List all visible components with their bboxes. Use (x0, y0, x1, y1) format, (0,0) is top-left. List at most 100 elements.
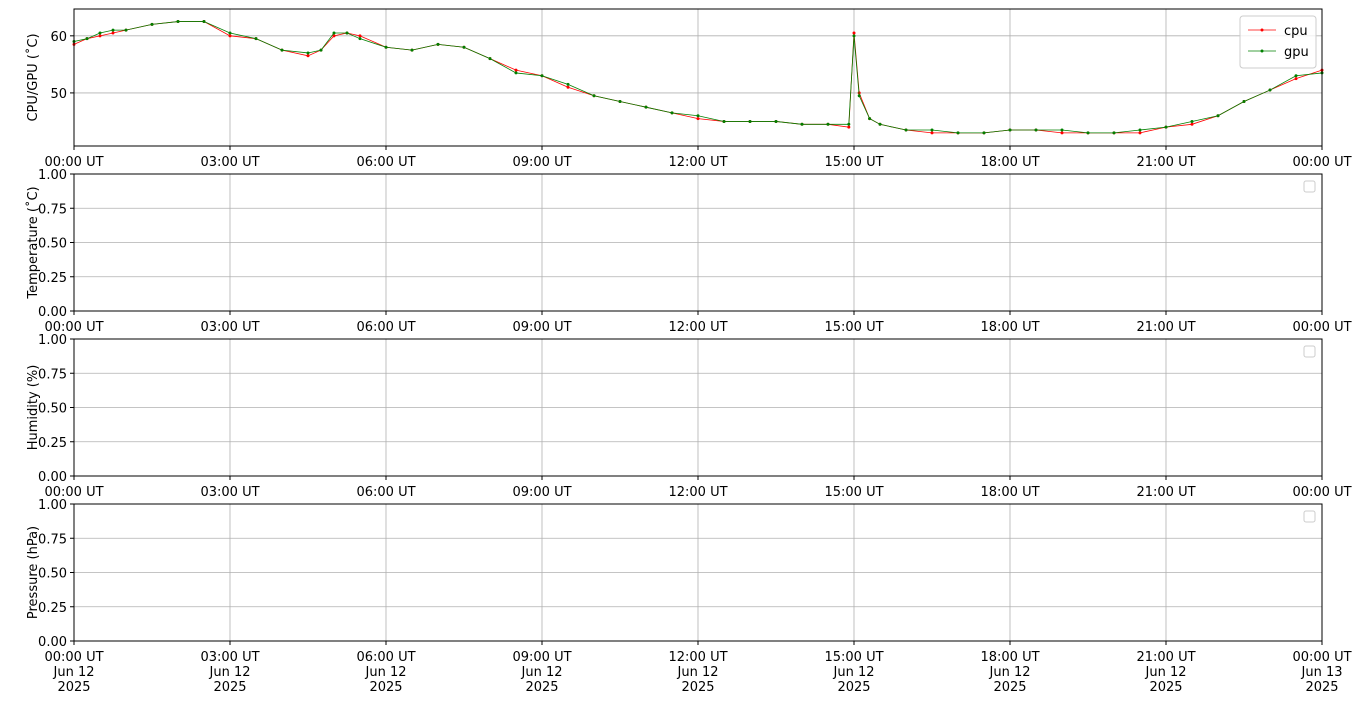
point (800, 122, 804, 126)
x-tick-label: 03:00 UT Jun 12 2025 (200, 650, 259, 695)
point (228, 31, 232, 35)
point (176, 20, 180, 24)
point (1138, 131, 1142, 135)
x-tick-label: 18:00 UT (980, 485, 1039, 500)
point (1086, 131, 1090, 135)
x-tick-label: 00:00 UT (44, 485, 103, 500)
x-tick-label: 18:00 UT (980, 320, 1039, 335)
point (358, 37, 362, 41)
point (514, 71, 518, 75)
point (488, 57, 492, 61)
x-tick-label: 12:00 UT Jun 12 2025 (668, 650, 727, 695)
y-tick-label: 50 (50, 87, 67, 102)
x-tick-label: 15:00 UT Jun 12 2025 (824, 650, 883, 695)
point (847, 122, 851, 126)
point (1190, 119, 1194, 123)
axes-frame (73, 173, 1323, 312)
x-tick-label: 06:00 UT (356, 320, 415, 335)
point (644, 105, 648, 109)
y-tick-label: 1.00 (38, 498, 67, 513)
point (306, 51, 310, 55)
point (847, 125, 851, 129)
legend-box (1239, 15, 1317, 69)
point (150, 22, 154, 26)
x-tick-label: 06:00 UT (356, 155, 415, 170)
point (254, 37, 258, 41)
point (280, 48, 284, 52)
point (618, 99, 622, 103)
legend-marker (1260, 49, 1264, 53)
x-tick-label: 12:00 UT (668, 485, 727, 500)
point (1242, 99, 1246, 103)
y-tick-label: 1.00 (38, 168, 67, 183)
x-tick-label: 21:00 UT Jun 12 2025 (1136, 650, 1195, 695)
point (1268, 88, 1272, 92)
point (111, 28, 115, 32)
point (852, 31, 856, 35)
x-tick-label: 09:00 UT (512, 155, 571, 170)
point (228, 34, 232, 38)
x-tick-label: 09:00 UT (512, 320, 571, 335)
point (748, 119, 752, 123)
x-tick-label: 09:00 UT Jun 12 2025 (512, 650, 571, 695)
x-tick-label: 21:00 UT (1136, 320, 1195, 335)
axes-frame (73, 503, 1323, 642)
point (124, 28, 128, 32)
x-tick-label: 06:00 UT (356, 485, 415, 500)
x-tick-label: 15:00 UT (824, 320, 883, 335)
point (1216, 114, 1220, 118)
point (1138, 128, 1142, 132)
axes-frame (73, 8, 1323, 147)
point (930, 131, 934, 135)
x-tick-label: 03:00 UT (200, 485, 259, 500)
x-tick-label: 00:00 UT Jun 12 2025 (44, 650, 103, 695)
legend-box (1303, 180, 1316, 193)
point (1164, 125, 1168, 129)
point (306, 54, 310, 58)
legend-box (1303, 345, 1316, 358)
point (436, 42, 440, 46)
y-tick-label: 60 (50, 30, 67, 45)
legend-marker (1260, 28, 1264, 32)
y-tick-label: 0.25 (38, 271, 67, 286)
point (1294, 74, 1298, 78)
axes-frame (73, 338, 1323, 477)
point (98, 31, 102, 35)
y-tick-label: 0.50 (38, 567, 67, 582)
y-tick-label: 0.00 (38, 635, 67, 650)
x-tick-label: 12:00 UT (668, 155, 727, 170)
point (696, 114, 700, 118)
x-tick-label: 12:00 UT (668, 320, 727, 335)
point (384, 45, 388, 49)
point (514, 68, 518, 72)
y-tick-label: 0.50 (38, 402, 67, 417)
x-tick-label: 09:00 UT (512, 485, 571, 500)
point (566, 82, 570, 86)
point (722, 119, 726, 123)
point (1034, 128, 1038, 132)
point (1190, 122, 1194, 126)
point (592, 94, 596, 98)
point (540, 74, 544, 78)
x-tick-label: 00:00 UT (44, 320, 103, 335)
x-tick-label: 00:00 UT Jun 13 2025 (1292, 650, 1351, 695)
point (670, 111, 674, 115)
point (857, 94, 861, 98)
point (1060, 131, 1064, 135)
y-tick-label: 0.00 (38, 470, 67, 485)
y-tick-label: 1.00 (38, 333, 67, 348)
x-tick-label: 03:00 UT (200, 320, 259, 335)
x-tick-label: 21:00 UT (1136, 485, 1195, 500)
x-tick-label: 18:00 UT (980, 155, 1039, 170)
x-tick-label: 15:00 UT (824, 155, 883, 170)
y-tick-label: 0.75 (38, 202, 67, 217)
point (1294, 77, 1298, 81)
y-tick-label: 0.25 (38, 436, 67, 451)
point (332, 34, 336, 38)
y-axis-label: Pressure (hPa) (26, 526, 41, 619)
point (1112, 131, 1116, 135)
point (774, 119, 778, 123)
legend-label: gpu (1284, 45, 1309, 60)
